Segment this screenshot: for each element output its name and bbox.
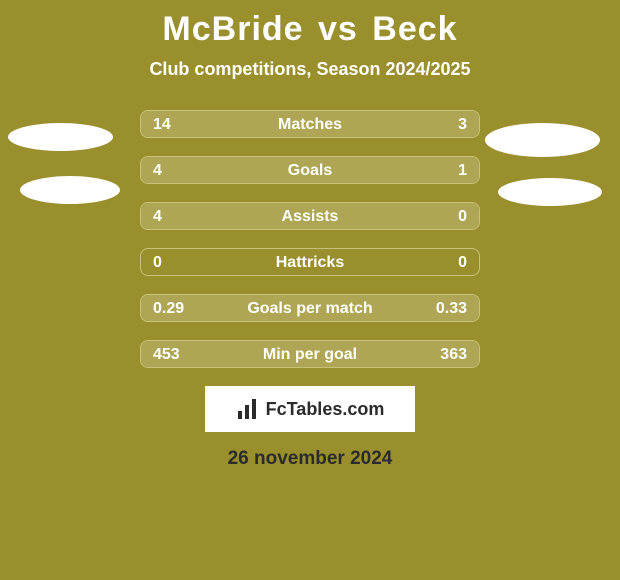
brand-text: FcTables.com xyxy=(266,399,385,420)
stats-container: 143Matches 41Goals 40Assists 00Hattricks 0.2… xyxy=(0,110,620,368)
footer-date: 26 november 2024 xyxy=(0,448,620,470)
stat-row: 40Assists xyxy=(140,202,480,230)
stat-row: 143Matches xyxy=(140,110,480,138)
stat-label: Assists xyxy=(141,203,479,230)
page-title: McBride vs Beck xyxy=(0,0,620,49)
player1-name: McBride xyxy=(162,10,303,48)
vs-text: vs xyxy=(318,10,358,48)
stat-label: Goals xyxy=(141,157,479,184)
brand-badge: FcTables.com xyxy=(205,386,415,432)
stat-label: Hattricks xyxy=(141,249,479,276)
stat-label: Min per goal xyxy=(141,341,479,368)
bars-icon xyxy=(236,397,260,421)
stat-row: 0.290.33Goals per match xyxy=(140,294,480,322)
stat-row: 453363Min per goal xyxy=(140,340,480,368)
player2-name: Beck xyxy=(372,10,457,48)
stat-label: Matches xyxy=(141,111,479,138)
stat-label: Goals per match xyxy=(141,295,479,322)
stat-row: 41Goals xyxy=(140,156,480,184)
comparison-infographic: McBride vs Beck Club competitions, Seaso… xyxy=(0,0,620,580)
subtitle: Club competitions, Season 2024/2025 xyxy=(0,59,620,80)
stat-row: 00Hattricks xyxy=(140,248,480,276)
